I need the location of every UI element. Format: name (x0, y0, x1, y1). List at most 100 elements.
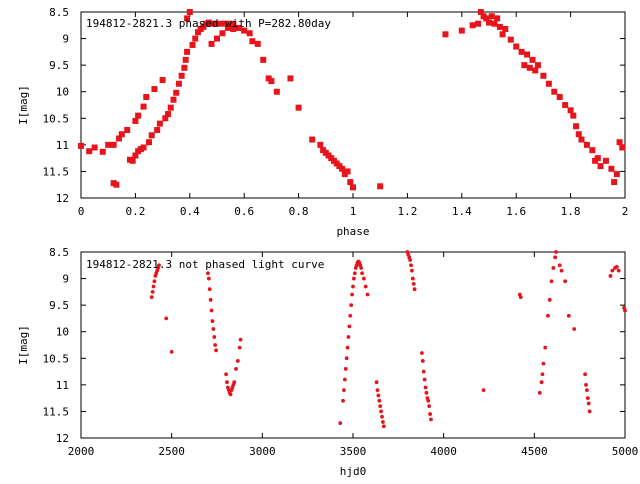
data-point (488, 13, 495, 20)
chart-title: 194812-2821.3 phased with P=282.80day (86, 17, 331, 30)
data-point (608, 274, 613, 278)
data-point (562, 102, 569, 108)
data-point (214, 20, 220, 27)
data-point (526, 64, 533, 71)
data-point (170, 96, 177, 103)
data-point (551, 266, 556, 270)
y-tick-label: 10.5 (43, 352, 70, 365)
data-point (426, 398, 431, 403)
data-point (380, 414, 384, 419)
data-point (442, 31, 449, 38)
data-point (546, 313, 550, 318)
x-tick: 4500 (521, 252, 548, 458)
data-point (583, 372, 588, 377)
y-tick: 12 (56, 432, 625, 445)
data-point (210, 319, 215, 323)
data-point (237, 345, 242, 350)
data-point (597, 163, 604, 170)
data-point (540, 372, 545, 377)
data-point (346, 335, 351, 339)
data-point (254, 40, 261, 47)
data-point (420, 351, 424, 355)
data-point (162, 115, 169, 122)
data-point (157, 263, 161, 268)
data-point (241, 27, 248, 34)
data-point (78, 142, 84, 149)
data-point (135, 112, 142, 119)
data-point (143, 94, 150, 101)
x-tick-label: 4500 (521, 445, 548, 458)
data-point (192, 35, 199, 42)
data-point (140, 103, 147, 110)
data-point (208, 297, 213, 302)
data-point (189, 41, 196, 48)
data-point (224, 24, 231, 31)
data-point (518, 48, 525, 55)
data-point (350, 292, 354, 297)
data-point (491, 20, 498, 27)
data-point (376, 393, 381, 398)
data-point (287, 75, 294, 82)
data-point (182, 56, 189, 63)
data-point (150, 289, 155, 294)
data-point (178, 72, 185, 79)
x-tick: 1.2 (397, 12, 417, 218)
data-point (365, 292, 370, 297)
data-point (206, 276, 211, 281)
y-tick-label: 11.5 (43, 405, 70, 418)
data-point (211, 327, 216, 331)
data-point (99, 148, 106, 155)
data-point (585, 396, 590, 401)
y-axis-label: I[mag] (17, 85, 30, 125)
data-point (585, 388, 589, 393)
data-point (410, 276, 415, 281)
y-axis-label: I[mag] (17, 325, 30, 365)
data-point (273, 88, 280, 95)
data-point (194, 29, 201, 36)
data-point (238, 337, 243, 342)
data-point (361, 276, 366, 281)
y-tick: 10.5 (43, 352, 625, 365)
data-point (359, 266, 364, 270)
x-tick-label: 1.4 (452, 205, 472, 218)
data-point (349, 303, 354, 308)
data-point (563, 279, 568, 284)
data-point (149, 295, 154, 300)
x-tick-label: 1.8 (561, 205, 581, 218)
data-point (586, 401, 591, 406)
data-point (124, 126, 131, 133)
data-point (105, 141, 112, 148)
plot-frame (80, 11, 626, 199)
data-point (341, 398, 345, 403)
data-point (249, 38, 256, 45)
data-point (422, 377, 427, 382)
y-tick: 12 (56, 192, 625, 205)
y-tick: 8.5 (49, 246, 625, 259)
y-tick-label: 11 (56, 139, 69, 152)
data-point (344, 168, 351, 175)
data-point (184, 48, 191, 55)
x-tick-label: 0 (78, 205, 85, 218)
data-point (208, 40, 215, 47)
data-point (151, 86, 158, 93)
data-point (411, 281, 416, 286)
data-point (532, 67, 539, 74)
data-point (566, 313, 571, 318)
data-point (214, 35, 220, 42)
data-point (409, 263, 413, 268)
data-point (351, 284, 355, 289)
data-point (175, 80, 182, 87)
data-point (499, 31, 506, 38)
data-point (207, 287, 212, 292)
data-point (429, 417, 433, 422)
data-point (408, 258, 413, 262)
data-point (206, 271, 210, 276)
data-point (339, 165, 346, 172)
data-point (572, 327, 577, 331)
x-tick: 5000 (612, 252, 638, 458)
y-tick: 9.5 (49, 299, 625, 312)
data-point (589, 147, 596, 154)
data-point (110, 141, 117, 148)
data-point (551, 88, 558, 95)
data-point (165, 111, 172, 118)
